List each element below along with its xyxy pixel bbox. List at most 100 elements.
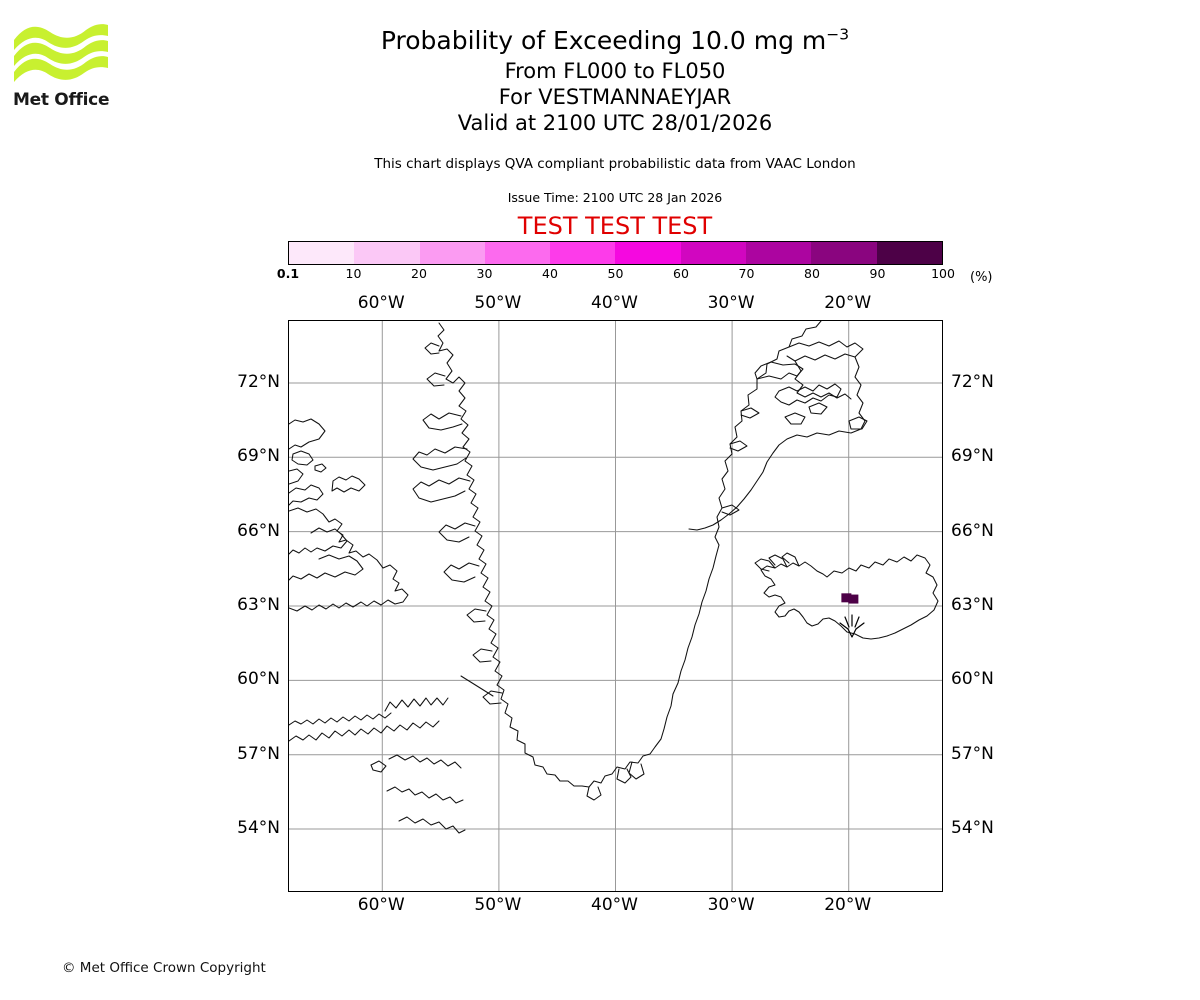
lon-label-bottom-50: 50°W [474, 895, 522, 915]
coastline-baffin-fjord-cluster [331, 475, 366, 493]
coastline-greenland-west-fjord-7 [443, 562, 480, 583]
colorbar-segment-4 [550, 242, 616, 264]
colorbar-tick-40: 40 [542, 266, 558, 281]
ash-cell-1 [848, 594, 859, 604]
lat-label-right-60: 60°N [951, 669, 994, 690]
probability-colorbar [288, 241, 943, 265]
ash-probability-cells [841, 593, 859, 604]
title-volcano-name: For VESTMANNAEYJAR [498, 85, 732, 109]
lon-label-bottom-30: 30°W [707, 895, 755, 915]
coastline-greenland-ne-inlet1 [808, 402, 828, 415]
lon-label-bottom-60: 60°W [357, 895, 405, 915]
colorbar-segment-1 [354, 242, 420, 264]
colorbar-unit-label: (%) [970, 270, 993, 285]
met-office-logo-text: Met Office [13, 90, 110, 110]
lat-label-right-69: 69°N [951, 446, 994, 467]
chart-title-block: Probability of Exceeding 10.0 mg m−3 Fro… [170, 24, 1060, 136]
coastline-greenland-west-fjord-1 [424, 342, 440, 355]
coastline-baffin-small1 [314, 463, 327, 473]
colorbar-tick-30: 30 [476, 266, 493, 281]
coastline-greenland-east-fjord-2 [729, 440, 748, 452]
lat-label-left-60: 60°N [237, 669, 280, 690]
coastline-iceland-nw-fjords3 [781, 552, 800, 567]
coastline-greenland-west-fjord-3 [422, 412, 463, 431]
lat-label-left-57: 57°N [237, 743, 280, 764]
colorbar-tick-0.1: 0.1 [276, 266, 300, 281]
lon-label-top-50: 50°W [474, 293, 522, 313]
colorbar-segment-0 [289, 242, 355, 264]
colorbar-tick-50: 50 [607, 266, 624, 281]
coastline-greenland-ne-lower [688, 428, 862, 531]
coastline-newfoundland [386, 786, 464, 804]
chart-description: This chart displays QVA compliant probab… [374, 156, 856, 172]
coastline-baffin-se [289, 507, 409, 612]
lon-label-top-40: 40°W [591, 293, 638, 313]
colorbar-tick-100: 100 [931, 266, 955, 281]
colorbar-tick-labels: 0.1 10 20 30 40 50 60 70 80 90 100 [0, 266, 1200, 286]
colorbar-segment-3 [484, 242, 551, 264]
coastline-iceland [760, 554, 939, 640]
colorbar-tick-20: 20 [411, 266, 427, 281]
coastline-ungava-inner [289, 554, 364, 581]
coastline-greenland-east-fjord-3 [740, 407, 760, 419]
coastline-baffin-north [289, 418, 326, 450]
lat-label-left-66: 66°N [237, 520, 280, 541]
coastline-greenland-west-fjord-4 [412, 446, 468, 471]
test-banner: TEST TEST TEST [517, 212, 713, 240]
lat-label-right-72: 72°N [951, 371, 994, 392]
ash-cell-0 [841, 593, 852, 603]
colorbar-tick-80: 80 [804, 266, 820, 281]
lon-label-bottom-40: 40°W [591, 895, 638, 915]
map-svg [289, 321, 942, 891]
colorbar-tick-60: 60 [673, 266, 689, 281]
colorbar-segment-8 [811, 242, 877, 264]
coastline-greenland-west-fjord-2 [426, 372, 446, 387]
issue-time-label: Issue Time: 2100 UTC 28 Jan 2026 [507, 190, 723, 205]
met-office-logo [12, 22, 112, 114]
lon-label-top-60: 60°W [357, 293, 405, 313]
coastline-greenland-ne-fjordland [774, 383, 842, 406]
coastline-greenland-south-inlet [586, 786, 602, 801]
coastline-greenland-west-fjord-8 [466, 608, 487, 623]
map-plot-area[interactable] [288, 320, 943, 892]
page-title-superscript: −3 [826, 25, 850, 44]
lat-label-left-63: 63°N [237, 595, 280, 615]
coastline-nf-isl [370, 760, 387, 773]
coastline-greenland-west-glacier [460, 675, 494, 697]
colorbar-segment-7 [746, 242, 812, 264]
coastline-greenland-ne-kong [848, 416, 868, 430]
coastline-greenland-ne-inlet2 [784, 412, 806, 425]
colorbar-segment-2 [419, 242, 485, 264]
lon-label-bottom-20: 20°W [824, 895, 872, 915]
lon-label-top-20: 20°W [824, 293, 872, 313]
coastline-ungava [289, 527, 348, 555]
coastline-greenland-west-fjord-6 [438, 522, 476, 543]
copyright-footer: © Met Office Crown Copyright [62, 960, 266, 976]
coastline-greenland-ne-main [786, 340, 864, 362]
colorbar-segment-6 [680, 242, 747, 264]
coastline-greenland-east-scoresby [754, 361, 804, 380]
lat-label-right-54: 54°N [951, 818, 994, 839]
coastline-baffin-main [289, 468, 304, 485]
coastline-greenland-south-tip [581, 555, 717, 788]
coastline-baffin-islands [291, 450, 314, 466]
lat-label-left-72: 72°N [237, 371, 280, 392]
colorbar-tick-90: 90 [869, 266, 886, 281]
coastline-baffin-east [289, 484, 324, 506]
coastline-greenland-west-fjord-9 [472, 648, 493, 663]
coastline-labrador [289, 720, 440, 742]
coastlines [289, 321, 939, 834]
coastline-greenland-south-cape [628, 761, 645, 780]
colorbar-tick-70: 70 [738, 266, 755, 281]
coastline-greenland-ne-peninsula [794, 360, 852, 400]
coastline-greenland-ne-vertical [854, 356, 866, 430]
coastline-greenland-east-fjord-1 [721, 504, 740, 516]
title-valid-time: Valid at 2100 UTC 28/01/2026 [457, 111, 773, 135]
colorbar-segment-5 [615, 242, 681, 264]
coastline-labrador-upper [289, 712, 392, 726]
lon-label-top-30: 30°W [707, 293, 755, 313]
map-gridlines [289, 321, 942, 891]
coastline-iceland-nw-fjords2 [768, 554, 788, 568]
lat-label-left-69: 69°N [237, 446, 280, 467]
page-title: Probability of Exceeding 10.0 mg m−3 [170, 24, 1060, 58]
